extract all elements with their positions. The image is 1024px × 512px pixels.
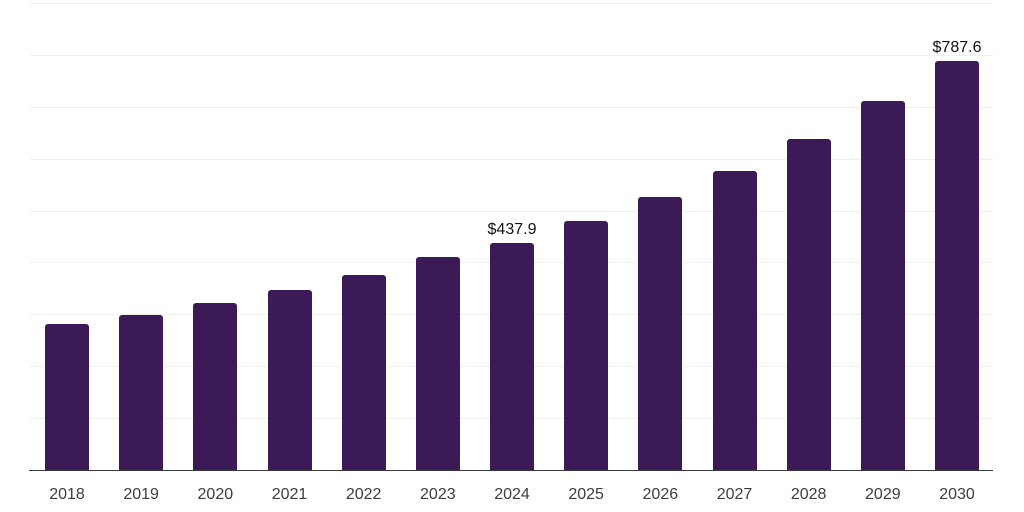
bar-2027 xyxy=(712,170,757,470)
plot-area xyxy=(30,0,993,470)
x-tick-label-2029: 2029 xyxy=(865,486,901,503)
bar-value-label-2024: $437.9 xyxy=(487,220,537,238)
x-tick-label-2027: 2027 xyxy=(716,486,753,503)
x-tick-label-2020: 2020 xyxy=(197,486,234,503)
bar-2020 xyxy=(193,303,238,470)
bar-2028 xyxy=(786,138,831,470)
x-tick-label-2025: 2025 xyxy=(568,486,604,503)
bar-2023 xyxy=(415,256,460,470)
bar-2030 xyxy=(935,61,979,470)
bar-2026 xyxy=(638,197,683,470)
x-tick-label-2019: 2019 xyxy=(123,486,159,503)
gridline xyxy=(30,210,993,212)
x-tick-label-2030: 2030 xyxy=(939,486,975,503)
gridline xyxy=(30,158,993,160)
bar-2018 xyxy=(45,324,89,470)
gridline xyxy=(30,3,993,4)
bar-2025 xyxy=(564,221,609,470)
gridline xyxy=(30,54,993,56)
x-tick-label-2023: 2023 xyxy=(420,486,456,503)
x-tick-label-2021: 2021 xyxy=(271,486,308,503)
bar-value-label-2030: $787.6 xyxy=(932,39,982,57)
x-tick-label-2024: 2024 xyxy=(494,486,530,503)
bar-2021 xyxy=(267,290,312,470)
x-tick-label-2022: 2022 xyxy=(345,486,382,503)
bar-2024 xyxy=(490,242,534,470)
x-tick-label-2028: 2028 xyxy=(790,486,827,503)
bar-2029 xyxy=(860,101,905,470)
bar-2022 xyxy=(341,275,386,470)
x-tick-label-2018: 2018 xyxy=(49,486,85,503)
x-tick-label-2026: 2026 xyxy=(642,486,679,503)
gridline xyxy=(30,106,993,108)
x-axis-line xyxy=(29,470,993,471)
bar-2019 xyxy=(119,315,164,470)
